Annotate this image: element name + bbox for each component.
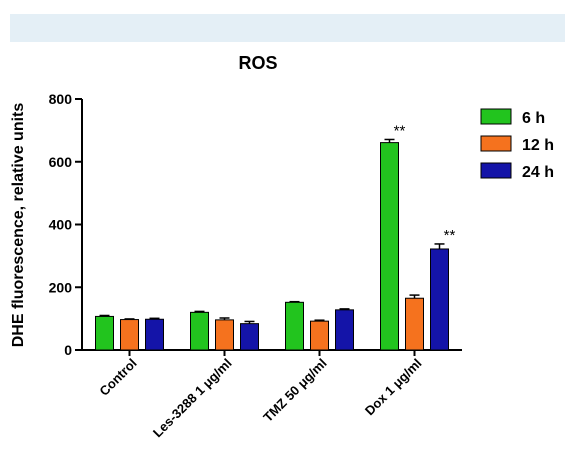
bar bbox=[310, 320, 329, 351]
bar bbox=[430, 248, 449, 351]
bar bbox=[335, 309, 354, 351]
x-tick-label: TMZ 50 μg/ml bbox=[260, 356, 329, 425]
y-tick-label: 0 bbox=[64, 342, 72, 358]
legend-label: 24 h bbox=[522, 164, 554, 181]
header-bar bbox=[10, 14, 565, 42]
significance-marker: ** bbox=[444, 227, 456, 244]
x-tick-label: Control bbox=[96, 356, 139, 399]
y-tick-label: 400 bbox=[49, 217, 73, 233]
legend-label: 12 h bbox=[522, 137, 554, 154]
bar bbox=[120, 319, 139, 351]
bar bbox=[405, 297, 424, 351]
y-tick-label: 600 bbox=[49, 154, 73, 170]
y-axis-label: DHE fluorescence, relative units bbox=[10, 103, 27, 348]
legend-label: 6 h bbox=[522, 110, 545, 127]
legend-swatch bbox=[480, 135, 512, 152]
bar bbox=[190, 311, 209, 351]
x-tick-label: Dox 1 μg/ml bbox=[362, 356, 425, 419]
bar bbox=[215, 319, 234, 351]
legend-swatch bbox=[480, 108, 512, 125]
bar bbox=[95, 315, 114, 351]
legend-swatch bbox=[480, 162, 512, 179]
y-tick-label: 800 bbox=[49, 91, 73, 107]
bar bbox=[145, 318, 164, 351]
bar bbox=[380, 142, 399, 351]
chart-title: ROS bbox=[238, 53, 277, 73]
y-tick-label: 200 bbox=[49, 279, 73, 295]
bar bbox=[285, 301, 304, 351]
significance-marker: ** bbox=[394, 122, 406, 139]
x-tick-label: Les-3288 1 μg/ml bbox=[150, 356, 235, 441]
bar bbox=[240, 323, 259, 351]
